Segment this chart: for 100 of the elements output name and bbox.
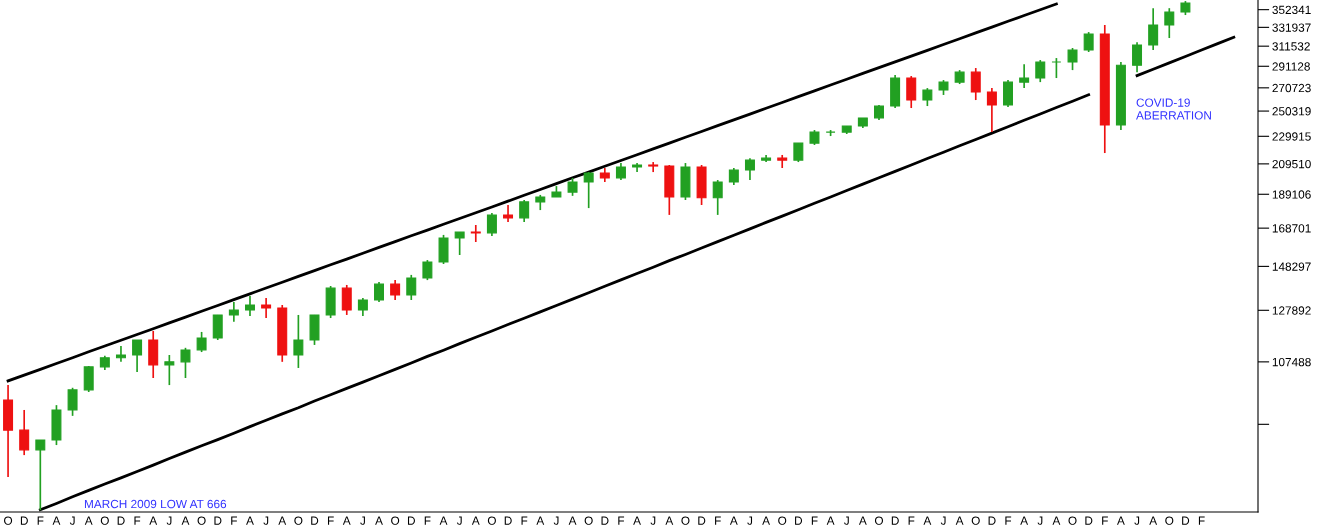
x-tick-label: F	[521, 516, 528, 525]
x-tick-label: D	[601, 516, 609, 525]
annotation: COVID-19 ABERRATION	[1136, 98, 1211, 120]
candlestick	[212, 314, 223, 341]
x-tick-label: F	[1198, 516, 1205, 525]
candlestick	[196, 331, 207, 353]
x-tick-label: J	[69, 516, 75, 525]
candlestick	[244, 295, 255, 317]
candlestick	[744, 157, 755, 181]
candlestick	[390, 279, 401, 301]
x-tick-label: F	[1005, 516, 1012, 525]
y-tick-label: 127892	[1272, 306, 1311, 315]
x-tick-label: A	[826, 516, 835, 525]
y-tick-label: 168701	[1272, 224, 1311, 233]
x-tick-label: A	[536, 516, 545, 525]
y-tick-label: 311532	[1272, 42, 1310, 51]
candlestick	[519, 199, 530, 223]
y-tick-label: 148297	[1272, 262, 1311, 271]
x-tick-label: O	[197, 516, 206, 525]
x-tick-label: J	[1134, 516, 1140, 525]
x-tick-label: A	[52, 516, 61, 525]
y-tick-label: 291128	[1272, 62, 1310, 71]
x-tick-label: A	[278, 516, 287, 525]
x-tick-label: A	[955, 516, 964, 525]
x-tick-label: A	[84, 516, 93, 525]
x-tick-label: A	[375, 516, 383, 525]
x-tick-label: F	[231, 516, 237, 525]
candlestick	[164, 354, 175, 386]
x-tick-label: D	[891, 516, 899, 525]
x-tick-label: A	[633, 516, 641, 525]
x-tick-label: A	[1020, 516, 1029, 525]
x-tick-label: A	[568, 516, 577, 525]
candlestick	[712, 179, 723, 216]
x-tick-label: A	[1052, 516, 1061, 525]
x-tick-label: J	[940, 516, 946, 525]
x-tick-label: O	[1165, 516, 1174, 525]
x-tick-label: J	[553, 516, 559, 525]
candlestick	[1164, 7, 1175, 39]
x-tick-label: F	[618, 516, 625, 525]
x-tick-label: F	[811, 516, 818, 525]
y-tick-label: 209510	[1272, 159, 1311, 169]
x-tick-label: F	[37, 516, 44, 525]
x-tick-label: F	[134, 516, 141, 525]
x-tick-label: D	[20, 516, 28, 525]
candlestick	[470, 224, 481, 243]
x-tick-label: A	[923, 516, 932, 525]
y-tick-label: 352341	[1272, 5, 1311, 15]
x-tick-label: A	[858, 516, 867, 525]
annotation: MARCH 2009 LOW AT 666	[84, 499, 227, 509]
candlestick	[1035, 59, 1046, 83]
x-tick-label: J	[263, 516, 269, 525]
candlestick	[180, 346, 191, 379]
x-tick-label: D	[504, 516, 512, 525]
y-tick-label: 107488	[1272, 357, 1311, 367]
x-tick-label: O	[391, 516, 400, 525]
x-tick-label: F	[424, 516, 431, 525]
x-tick-label: O	[874, 516, 884, 525]
x-tick-label: D	[1182, 516, 1190, 525]
x-tick-label: F	[908, 516, 915, 525]
x-tick-label: J	[843, 516, 849, 525]
candlestick	[1051, 57, 1062, 79]
candlestick	[19, 409, 30, 456]
x-tick-label: O	[778, 516, 787, 525]
x-tick-label: D	[988, 516, 996, 525]
candlestick	[374, 281, 385, 303]
x-tick-label: O	[584, 516, 593, 525]
y-tick-label: 189106	[1272, 190, 1311, 199]
candlestick	[906, 75, 917, 109]
x-tick-label: O	[487, 516, 496, 525]
x-tick-label: A	[439, 516, 448, 525]
x-tick-label: A	[1149, 516, 1158, 525]
x-tick-label: J	[360, 516, 365, 525]
candlestick	[35, 439, 46, 512]
x-tick-label: D	[407, 516, 415, 525]
x-tick-label: J	[1037, 516, 1043, 525]
candlestick	[1132, 41, 1143, 74]
x-tick-label: F	[1102, 516, 1108, 525]
candlestick	[67, 386, 78, 417]
x-tick-label: O	[4, 516, 13, 525]
x-tick-label: J	[650, 516, 656, 525]
x-tick-label: J	[747, 516, 753, 525]
candlestick	[83, 365, 94, 393]
y-tick-label: 250319	[1272, 107, 1311, 116]
x-tick-label: D	[311, 516, 319, 525]
candlestick	[986, 87, 997, 133]
x-tick-label: A	[181, 516, 190, 525]
candlestick	[1003, 79, 1014, 108]
x-tick-label: F	[327, 516, 334, 525]
x-tick-label: O	[100, 516, 109, 525]
x-tick-label: A	[342, 516, 351, 525]
candlestick	[406, 274, 417, 301]
candlestick	[793, 142, 804, 163]
candlestick	[1067, 47, 1078, 71]
x-tick-label: J	[166, 516, 172, 525]
x-tick-label: D	[1085, 516, 1093, 525]
x-tick-label: A	[762, 516, 770, 525]
candlestick	[422, 259, 433, 281]
x-tick-label: A	[471, 516, 480, 525]
candlestick	[341, 284, 352, 316]
y-tick-label: 270723	[1272, 83, 1311, 93]
